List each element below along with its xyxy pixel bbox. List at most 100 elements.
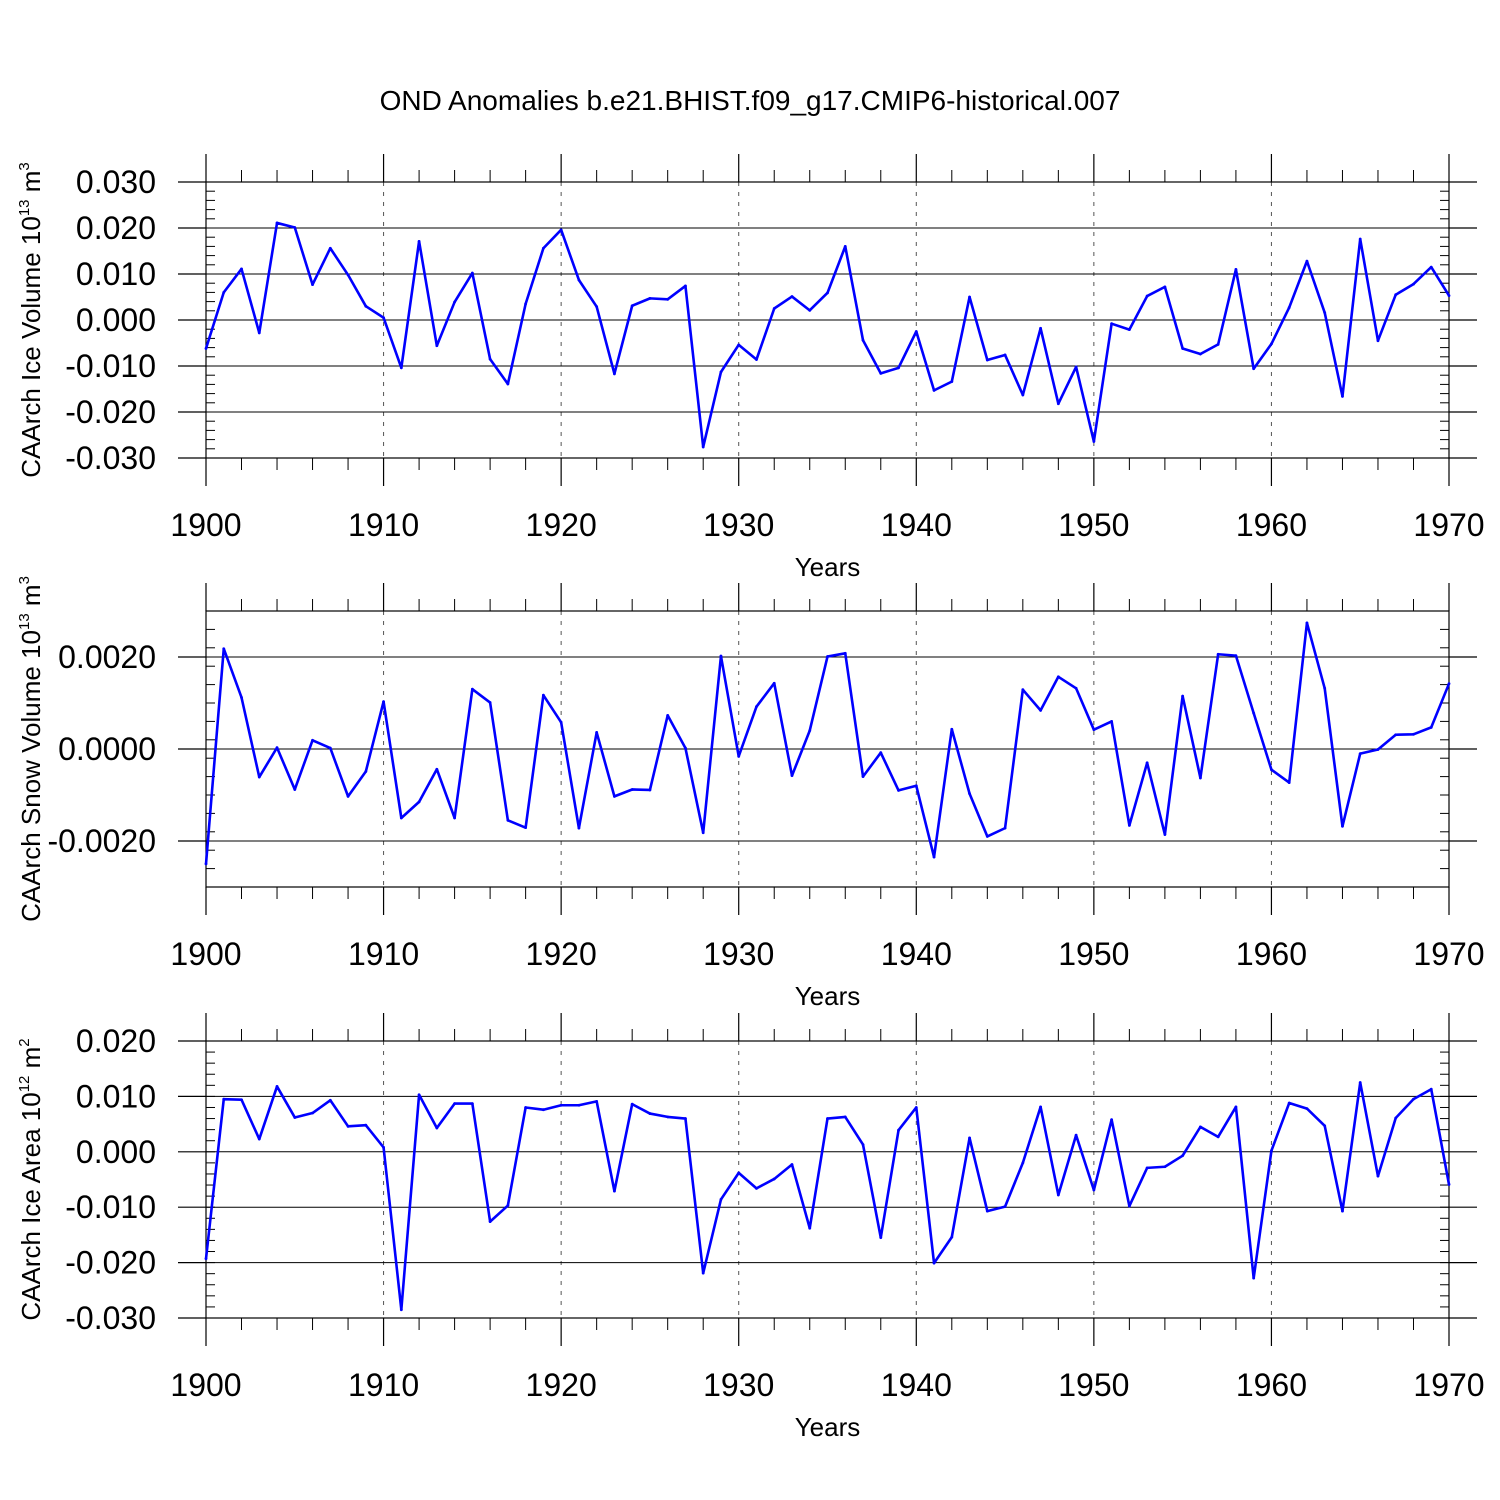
data-point-snow-volume [222,647,226,651]
data-point-ice-area [541,1108,545,1112]
data-point-ice-volume [808,308,812,312]
data-point-ice-volume [1021,393,1025,397]
data-point-snow-volume [453,816,456,820]
data-point-snow-volume [808,729,812,732]
data-point-ice-area [843,1115,847,1119]
panel-snow-volume: -0.0020 0.0000 0.0020 1900 1910 1920 1930 1940 1… [16,576,1485,1011]
data-point-ice-volume [293,226,297,229]
data-point-ice-volume [950,380,954,384]
data-point-snow-volume [1447,682,1451,686]
data-point-ice-volume [506,382,510,386]
x-tick-label: 1900 [170,936,241,972]
data-point-snow-volume [1252,711,1256,715]
data-point-ice-area [1216,1135,1220,1139]
data-point-ice-volume [1056,402,1060,406]
y-tick-label: -0.030 [65,440,156,476]
data-point-snow-volume [399,816,403,820]
data-point-snow-volume [1074,686,1078,690]
data-point-ice-volume [240,267,243,271]
data-point-ice-volume [861,338,865,342]
data-point-snow-volume [1181,694,1185,698]
data-point-snow-volume [1021,688,1025,692]
data-point-snow-volume [346,794,350,798]
data-point-ice-area [435,1126,439,1130]
x-axis-title: Years [795,981,861,1011]
data-point-ice-volume [435,344,439,348]
data-point-snow-volume [968,792,971,796]
data-point-snow-volume [1039,708,1042,712]
data-point-snow-volume [595,731,599,734]
data-point-snow-volume [1199,776,1202,780]
data-point-ice-volume [1287,306,1291,309]
data-point-ice-area [577,1103,581,1107]
data-point-ice-volume [204,347,208,350]
data-point-ice-area [630,1102,634,1106]
data-point-ice-volume [1039,326,1042,330]
data-point-ice-area [524,1106,528,1109]
data-point-snow-volume [1305,621,1309,625]
data-point-ice-area [364,1123,368,1127]
data-point-ice-volume [1270,342,1273,346]
data-point-snow-volume [1323,686,1327,690]
data-point-ice-volume [328,246,332,250]
y-tick-label: 0.000 [76,302,156,338]
data-point-ice-area [399,1308,403,1312]
data-point-snow-volume [666,714,670,717]
data-point-snow-volume [1270,768,1273,772]
data-point-ice-volume [382,316,385,320]
data-point-ice-area [1199,1125,1202,1129]
data-point-snow-volume [1358,752,1362,755]
data-point-ice-volume [1181,347,1185,350]
x-tick-label: 1940 [881,507,952,543]
x-axis-title: Years [795,1412,861,1442]
data-point-ice-volume [559,228,563,232]
data-point-snow-volume [1412,732,1415,736]
data-point-ice-area [453,1102,456,1106]
data-point-ice-volume [222,291,226,294]
data-point-ice-volume [1323,311,1327,315]
data-point-ice-volume [1447,294,1451,298]
data-point-snow-volume [985,835,989,838]
data-point-snow-volume [311,738,314,742]
data-point-ice-area [470,1102,474,1106]
data-point-ice-area [879,1236,883,1240]
data-point-ice-volume [914,330,918,333]
data-point-ice-volume [453,300,456,304]
x-tick-label: 1910 [348,507,419,543]
data-point-ice-area [1376,1174,1380,1178]
data-point-snow-volume [364,770,368,773]
data-point-snow-volume [826,655,829,658]
data-point-ice-area [932,1261,936,1265]
data-point-snow-volume [1376,748,1380,751]
data-point-ice-volume [541,246,545,250]
x-tick-label: 1920 [526,507,597,543]
data-point-ice-volume [843,245,847,248]
data-point-ice-area [684,1117,687,1120]
data-point-snow-volume [861,775,865,778]
data-point-ice-area [1163,1165,1167,1169]
series-line-snow-volume [204,621,1451,865]
data-point-snow-volume [506,818,510,822]
y-tick-label: 0.020 [76,210,156,246]
data-point-snow-volume [1145,761,1149,765]
x-tick-label: 1920 [526,1367,597,1403]
data-point-ice-area [1181,1154,1185,1158]
data-point-snow-volume [541,693,545,697]
data-point-ice-volume [648,296,652,300]
x-tick-label: 1910 [348,936,419,972]
data-point-ice-volume [399,366,403,370]
data-point-ice-area [1341,1209,1344,1213]
data-point-ice-area [1074,1133,1078,1137]
data-point-ice-area [1021,1161,1025,1165]
data-point-ice-volume [613,372,616,376]
x-tick-label: 1970 [1413,1367,1484,1403]
data-point-snow-volume [240,696,243,699]
data-point-snow-volume [790,774,794,778]
panel-ice-area: -0.030 -0.020 -0.010 0.000 0.010 0.020 1900 191… [16,1013,1485,1442]
data-point-snow-volume [1287,781,1291,784]
data-point-ice-area [1412,1097,1415,1101]
data-point-snow-volume [630,788,634,791]
x-tick-label: 1900 [170,507,241,543]
data-point-snow-volume [1110,720,1114,723]
